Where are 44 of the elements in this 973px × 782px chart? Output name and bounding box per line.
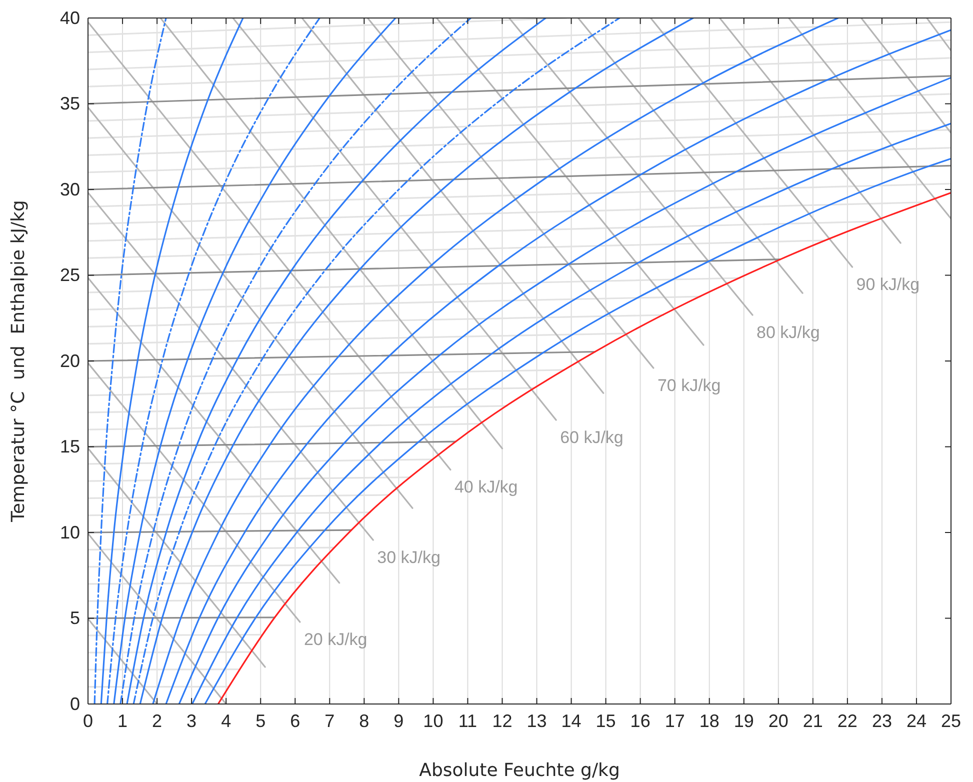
annotation: 70 kJ/kg (657, 376, 721, 395)
x-tick-label: 24 (906, 710, 926, 731)
x-tick-label: 7 (324, 710, 335, 731)
y-tick-label: 5 (70, 608, 80, 628)
x-tick-label: 16 (630, 710, 650, 731)
x-tick-label: 17 (664, 710, 685, 731)
x-tick-label: 10 (423, 710, 444, 731)
y-tick-label: 25 (60, 265, 80, 286)
x-tick-label: 25 (940, 710, 962, 731)
x-tick-label: 15 (596, 710, 616, 731)
annotation: 90 kJ/kg (856, 274, 920, 294)
x-tick-label: 5 (256, 710, 266, 731)
x-tick-label: 0 (82, 710, 94, 731)
y-tick-label: 0 (70, 694, 80, 714)
x-tick-label: 11 (458, 710, 478, 731)
annotation: 40 kJ/kg (454, 478, 518, 497)
y-tick-label: 15 (60, 436, 80, 457)
x-tick-label: 19 (734, 710, 754, 731)
x-tick-label: 14 (561, 710, 582, 731)
annotation: 30 kJ/kg (377, 548, 440, 567)
annotation: 80 kJ/kg (756, 322, 820, 342)
x-tick-label: 18 (699, 710, 720, 731)
x-tick-label: 1 (118, 710, 128, 731)
x-tick-label: 13 (526, 710, 547, 731)
x-tick-label: 6 (290, 710, 300, 731)
x-axis-title: Absolute Feuchte g/kg (419, 760, 620, 781)
x-tick-label: 23 (872, 710, 892, 731)
annotation: 60 kJ/kg (560, 428, 624, 447)
x-tick-label: 12 (492, 710, 512, 731)
x-tick-label: 21 (802, 710, 823, 731)
annotation: 20 kJ/kg (304, 630, 368, 649)
y-axis-title: Temperatur °C und Enthalpie kJ/kg (8, 200, 29, 523)
x-tick-label: 8 (359, 710, 370, 731)
y-tick-label: 10 (60, 522, 80, 542)
y-tick-label: 35 (60, 94, 80, 114)
x-tick-label: 9 (394, 710, 404, 731)
y-tick-label: 30 (60, 179, 80, 200)
x-tick-label: 22 (837, 710, 858, 731)
y-tick-label: 40 (60, 8, 80, 28)
x-tick-label: 2 (152, 710, 162, 731)
x-tick-label: 3 (186, 710, 197, 731)
x-tick-label: 4 (221, 710, 232, 731)
y-tick-label: 20 (60, 350, 80, 371)
x-tick-label: 20 (768, 710, 788, 731)
